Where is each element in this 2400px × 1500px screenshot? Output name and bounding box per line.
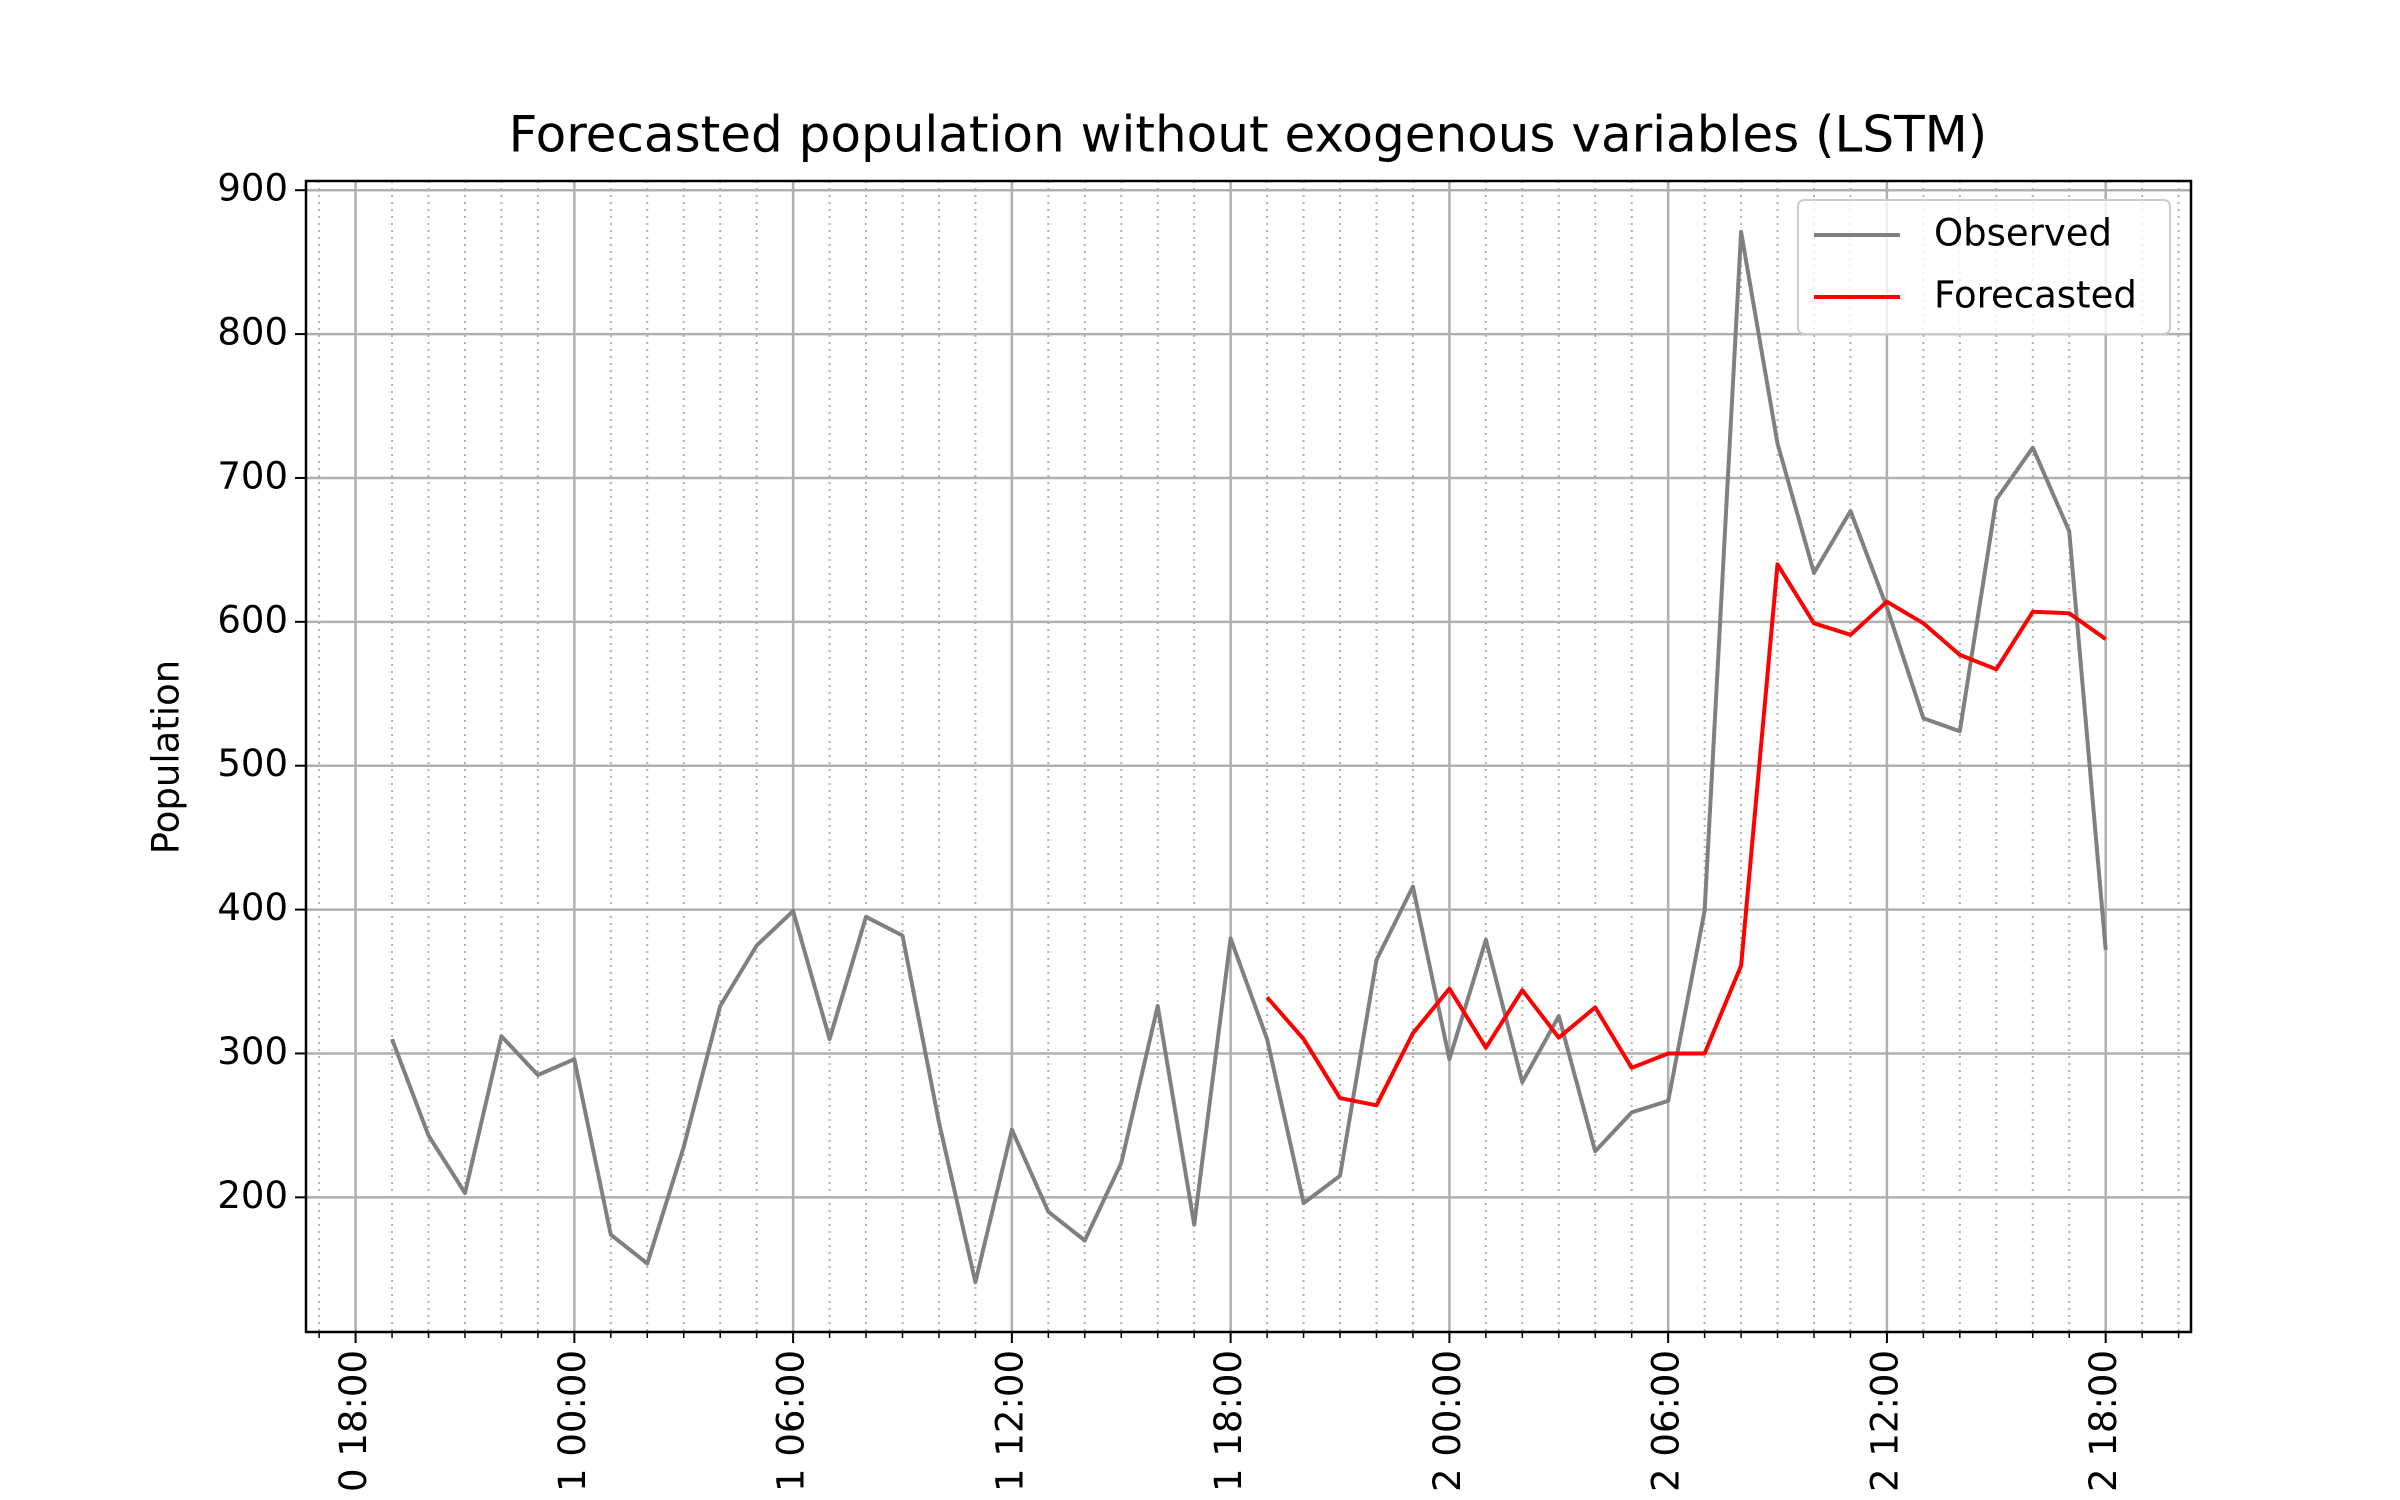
plot-frame bbox=[304, 179, 2193, 1334]
legend-label: Observed bbox=[1934, 212, 2112, 255]
y-axis-label: Population bbox=[145, 660, 188, 854]
x-tick-label: 1 00:00 bbox=[551, 1350, 594, 1492]
x-tick-label: 1 12:00 bbox=[988, 1350, 1031, 1492]
x-tick-label: 1 06:00 bbox=[770, 1350, 813, 1492]
x-tick-label: 2 00:00 bbox=[1426, 1350, 1469, 1492]
y-tick-label: 400 bbox=[217, 886, 288, 929]
y-tick-label: 500 bbox=[217, 742, 288, 785]
x-tick-label: 2 12:00 bbox=[1863, 1350, 1906, 1492]
legend-label: Forecasted bbox=[1934, 274, 2137, 317]
series-line bbox=[390, 229, 2108, 1285]
x-tick-label: 1 18:00 bbox=[1207, 1350, 1250, 1492]
y-tick-label: 800 bbox=[217, 311, 288, 354]
y-tick-label: 700 bbox=[217, 454, 288, 497]
legend: Observed Forecasted bbox=[1797, 199, 2171, 335]
y-tick-label: 900 bbox=[217, 167, 288, 210]
chart-title: Forecasted population without exogenous … bbox=[509, 106, 1988, 164]
y-tick-label: 200 bbox=[217, 1174, 288, 1217]
x-tick-label: 2 18:00 bbox=[2082, 1350, 2125, 1492]
y-tick-label: 600 bbox=[217, 598, 288, 641]
x-tick-label: 2 06:00 bbox=[1645, 1350, 1688, 1492]
series-line bbox=[1265, 562, 2107, 1108]
y-tick-label: 300 bbox=[217, 1030, 288, 1073]
x-tick-label: 0 18:00 bbox=[332, 1350, 375, 1492]
